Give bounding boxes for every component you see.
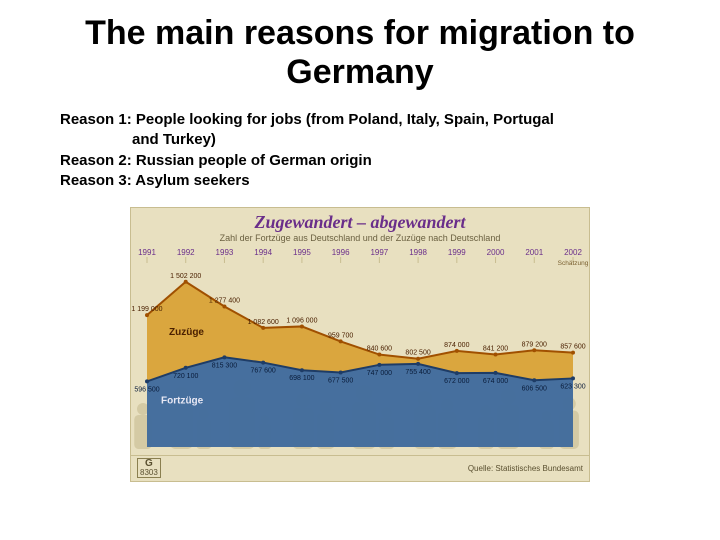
svg-text:802 500: 802 500 — [405, 350, 430, 357]
svg-text:1991: 1991 — [138, 248, 156, 257]
svg-text:1 502 200: 1 502 200 — [170, 273, 201, 280]
svg-text:672 000: 672 000 — [444, 378, 469, 385]
svg-text:879 200: 879 200 — [522, 341, 547, 348]
source-right: Quelle: Statistisches Bundesamt — [468, 464, 583, 473]
svg-text:959 700: 959 700 — [328, 333, 353, 340]
svg-text:606 500: 606 500 — [522, 385, 547, 392]
chart-footer: G 8303 Quelle: Statistisches Bundesamt — [131, 455, 589, 481]
reason-3: Reason 3: Asylum seekers — [60, 171, 660, 191]
svg-text:Fortzüge: Fortzüge — [161, 396, 204, 407]
svg-text:596 500: 596 500 — [134, 387, 159, 394]
reason-1-line-2: and Turkey) — [60, 130, 660, 150]
svg-text:1 082 600: 1 082 600 — [248, 319, 279, 326]
svg-text:840 600: 840 600 — [367, 346, 392, 353]
globus-num: 8303 — [140, 469, 158, 477]
chart-svg: 1991 1992 1993 1994 1995 1996 1997 1998 1999 2000… — [131, 245, 589, 455]
svg-text:857 600: 857 600 — [560, 344, 585, 351]
svg-text:2000: 2000 — [487, 248, 505, 257]
reason-2: Reason 2: Russian people of German origi… — [60, 151, 660, 171]
svg-text:1994: 1994 — [254, 248, 272, 257]
svg-text:677 500: 677 500 — [328, 378, 353, 385]
page-title: The main reasons for migration to German… — [0, 0, 720, 92]
source-left: G 8303 — [137, 458, 161, 478]
title-line-2: Germany — [20, 53, 700, 92]
svg-text:674 000: 674 000 — [483, 378, 508, 385]
svg-text:623 300: 623 300 — [560, 384, 585, 391]
chart-title: Zugewandert – abgewandert — [131, 212, 589, 233]
svg-text:841 200: 841 200 — [483, 346, 508, 353]
svg-text:1 199 000: 1 199 000 — [131, 306, 162, 313]
svg-text:2002: 2002 — [564, 248, 582, 257]
svg-text:1992: 1992 — [177, 248, 195, 257]
svg-text:Zuzüge: Zuzüge — [169, 327, 204, 338]
svg-text:755 400: 755 400 — [405, 369, 430, 376]
chart-header: Zugewandert – abgewandert Zahl der Fortz… — [131, 208, 589, 245]
title-line-1: The main reasons for migration to — [20, 14, 700, 53]
svg-text:815 300: 815 300 — [212, 363, 237, 370]
chart-subtitle: Zahl der Fortzüge aus Deutschland und de… — [131, 233, 589, 243]
svg-text:767 600: 767 600 — [251, 368, 276, 375]
svg-text:1998: 1998 — [409, 248, 427, 257]
svg-text:1995: 1995 — [293, 248, 311, 257]
svg-text:1 096 000: 1 096 000 — [286, 318, 317, 325]
svg-text:1 277 400: 1 277 400 — [209, 298, 240, 305]
svg-text:874 000: 874 000 — [444, 342, 469, 349]
svg-text:747 000: 747 000 — [367, 370, 392, 377]
svg-text:2001: 2001 — [525, 248, 543, 257]
svg-text:Schätzung: Schätzung — [558, 260, 589, 267]
svg-text:1999: 1999 — [448, 248, 466, 257]
svg-text:720 100: 720 100 — [173, 373, 198, 380]
reason-1-line-1: Reason 1: People looking for jobs (from … — [60, 110, 660, 130]
chart-area: 1991 1992 1993 1994 1995 1996 1997 1998 1999 2000… — [131, 245, 589, 455]
svg-text:1993: 1993 — [216, 248, 234, 257]
svg-text:1996: 1996 — [332, 248, 350, 257]
svg-text:1997: 1997 — [370, 248, 388, 257]
migration-chart: Zugewandert – abgewandert Zahl der Fortz… — [130, 207, 590, 482]
svg-text:698 100: 698 100 — [289, 375, 314, 382]
reasons-block: Reason 1: People looking for jobs (from … — [0, 92, 720, 201]
